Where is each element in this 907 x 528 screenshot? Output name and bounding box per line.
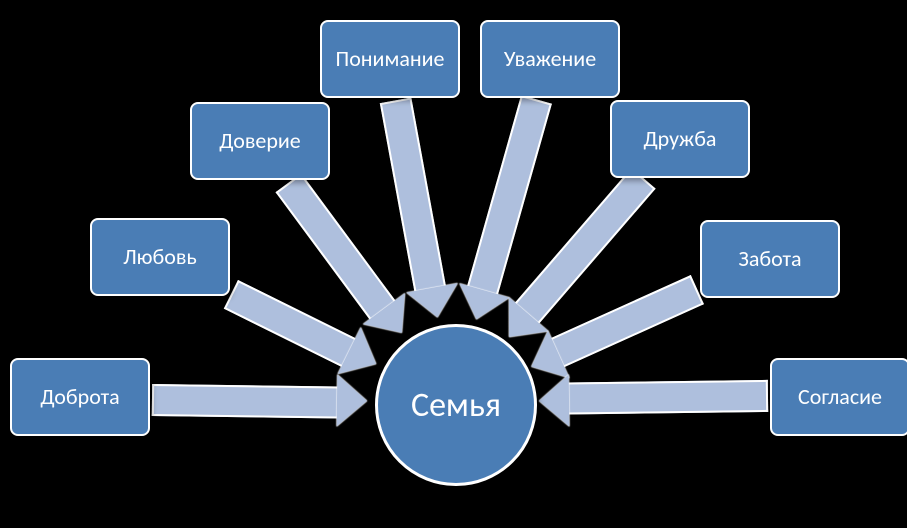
- node-label: Доверие: [219, 129, 300, 153]
- arrow-soglasie: [538, 346, 768, 401]
- node-lyubov: Любовь: [90, 218, 230, 296]
- node-soglasie: Согласие: [770, 358, 907, 436]
- center-node: Семья: [375, 324, 537, 486]
- arrow-dobrota: [151, 398, 367, 453]
- center-label: Семья: [411, 385, 501, 426]
- node-label: Уважение: [504, 47, 596, 71]
- node-label: Дружба: [644, 127, 717, 151]
- node-dobrota: Доброта: [10, 358, 150, 436]
- node-zabota: Забота: [700, 220, 840, 298]
- node-doverie: Доверие: [190, 102, 330, 180]
- node-druzhba: Дружба: [610, 100, 750, 178]
- node-label: Любовь: [123, 245, 197, 269]
- node-label: Согласие: [798, 385, 882, 409]
- node-uvazhenie: Уважение: [480, 20, 620, 98]
- node-label: Доброта: [40, 385, 119, 409]
- node-ponimanie: Понимание: [320, 20, 460, 98]
- node-label: Понимание: [336, 47, 445, 71]
- node-label: Забота: [738, 247, 801, 271]
